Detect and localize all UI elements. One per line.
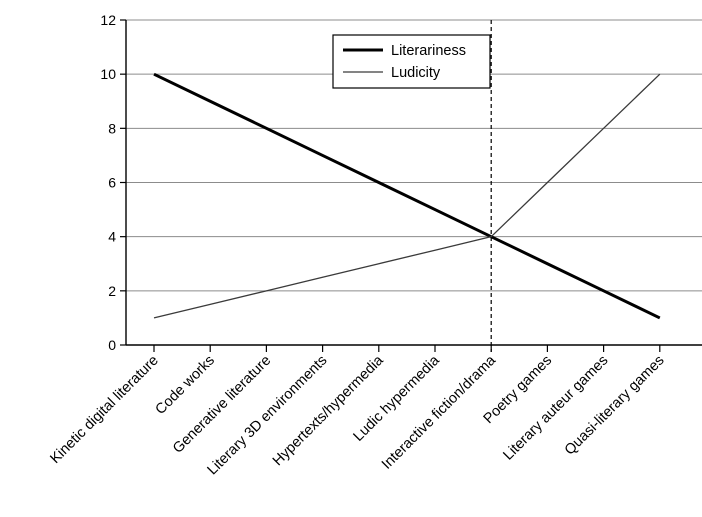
y-tick-label: 6 (108, 175, 116, 191)
series-lines (153, 72, 661, 320)
y-tick-label: 10 (100, 66, 116, 82)
legend-label: Ludicity (391, 65, 441, 81)
series-line-literariness (153, 72, 661, 320)
legend: Literariness Ludicity (332, 34, 491, 89)
y-tick-label: 4 (108, 229, 116, 245)
y-tick-label: 12 (100, 12, 116, 28)
legend-label: Literariness (391, 43, 466, 59)
x-tick-label: Quasi-literary games (562, 353, 668, 459)
y-tick-label: 2 (108, 283, 116, 299)
y-tick-label: 0 (108, 337, 116, 353)
x-tick-label: Kinetic digital literature (47, 353, 161, 467)
series-line-ludicity (153, 73, 661, 319)
x-tick-label: Hypertexts/hypermedia (270, 352, 387, 469)
x-tick-label: Literary auteur games (500, 353, 611, 464)
x-tick-label: Interactive fiction/drama (379, 352, 500, 473)
y-tick-label: 8 (108, 120, 116, 136)
legend-box (332, 34, 491, 89)
x-tick-label: Generative literature (170, 353, 274, 457)
y-axis-ticks: 0 2 4 6 8 10 12 (100, 12, 126, 353)
